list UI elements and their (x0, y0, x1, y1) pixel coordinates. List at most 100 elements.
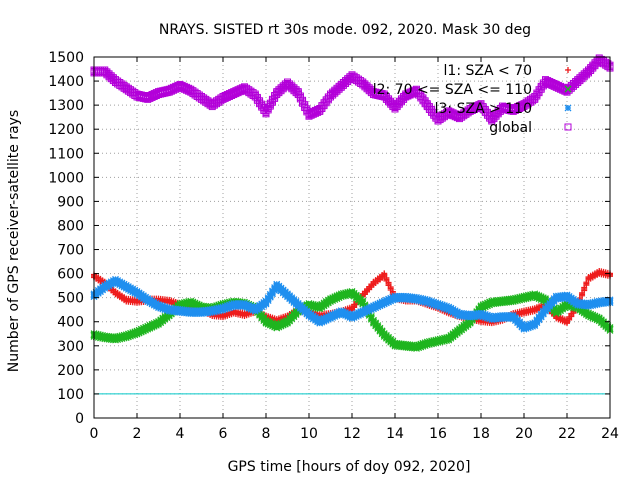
data-point-l2 (552, 308, 560, 316)
grid (94, 57, 610, 418)
data-point-l3 (133, 289, 141, 297)
y-tick-label: 1100 (48, 146, 84, 162)
data-point-l1 (112, 289, 119, 296)
data-point-l2 (477, 303, 485, 311)
data-point-global (391, 104, 399, 112)
data-point-l1 (166, 298, 173, 305)
data-point-global (423, 101, 431, 109)
data-point-l2 (262, 318, 270, 326)
data-point-global (585, 67, 592, 75)
data-point-global (284, 79, 291, 87)
data-point-l2 (359, 299, 367, 306)
data-point-global (251, 92, 259, 100)
data-point-l3 (155, 302, 162, 310)
y-tick-label: 1500 (48, 50, 84, 66)
data-point-l2 (434, 337, 442, 345)
data-point-l3 (585, 301, 592, 309)
data-point-l3 (112, 277, 119, 285)
data-point-global (542, 77, 549, 85)
x-tick-label: 18 (472, 426, 490, 442)
data-point-global (165, 87, 173, 95)
data-point-l2 (402, 342, 410, 350)
point-l1 (387, 284, 394, 291)
y-tick-label: 100 (57, 387, 84, 403)
x-tick-label: 12 (343, 426, 361, 442)
series-global (90, 54, 614, 125)
data-point-l2 (273, 323, 281, 331)
data-point-global (445, 108, 453, 116)
point-l1 (383, 274, 390, 281)
point-l2 (359, 297, 367, 305)
y-tick-label: 900 (57, 194, 84, 210)
data-point-l3 (531, 320, 539, 328)
data-point-global (101, 67, 109, 75)
x-tick-label: 6 (219, 426, 228, 442)
legend-label: l2: 70 <= SZA <= 110 (373, 82, 532, 98)
legend-marker (564, 123, 572, 131)
x-tick-label: 14 (386, 426, 404, 442)
y-tick-label: 200 (57, 363, 84, 379)
x-tick-label: 22 (558, 426, 576, 442)
data-point-l3 (337, 308, 345, 316)
data-point-global (133, 92, 141, 100)
data-point-l3 (477, 311, 485, 318)
data-point-global (273, 89, 281, 97)
data-point-l3 (348, 313, 356, 321)
data-point-global (241, 84, 248, 92)
data-point-l1 (381, 271, 388, 278)
x-tick-label: 16 (429, 426, 447, 442)
data-point-l2 (370, 318, 377, 326)
y-tick-label: 700 (57, 243, 84, 259)
data-point-l2 (499, 297, 506, 305)
data-point-l2 (144, 324, 152, 332)
x-tick-label: 20 (515, 426, 533, 442)
data-point-l2 (595, 315, 603, 323)
legend-label: l1: SZA < 70 (444, 63, 532, 79)
legend-marker (564, 85, 572, 93)
data-point-l3 (574, 300, 582, 308)
point-l1 (385, 279, 392, 286)
data-point-l2 (456, 326, 463, 334)
data-point-l3 (165, 306, 173, 314)
y-tick-label: 1200 (48, 122, 84, 138)
data-point-global (380, 92, 388, 100)
data-point-l3 (423, 297, 431, 305)
data-point-l3 (230, 301, 238, 309)
data-point-l3 (509, 313, 517, 321)
data-point-global (112, 77, 119, 85)
data-point-global (176, 82, 184, 90)
data-point-l3 (144, 296, 152, 304)
legend-marker (564, 104, 572, 112)
data-point-l3 (434, 301, 442, 309)
data-point-l1 (521, 309, 527, 316)
data-point-l2 (509, 296, 517, 304)
data-point-global (488, 116, 496, 124)
data-point-l2 (337, 291, 345, 299)
data-point-l3 (327, 313, 334, 321)
data-point-global (198, 94, 205, 102)
data-point-l3 (241, 301, 248, 309)
data-point-global (155, 89, 162, 97)
data-point-global (316, 106, 324, 114)
data-point-l2 (445, 335, 453, 343)
data-point-l2 (316, 303, 324, 311)
data-point-l2 (327, 296, 334, 304)
data-point-l3 (262, 299, 270, 306)
data-point-global (359, 79, 367, 87)
data-point-l3 (466, 312, 474, 320)
data-point-global (531, 94, 539, 102)
y-tick-label: 1300 (48, 98, 84, 114)
point-global (264, 103, 272, 111)
data-point-global (144, 94, 152, 102)
data-point-l3 (552, 294, 560, 302)
data-point-l1 (596, 269, 603, 276)
data-point-global (219, 94, 227, 102)
data-point-global (456, 113, 463, 121)
data-point-global (294, 89, 302, 97)
data-point-global (595, 55, 603, 63)
data-point-global (520, 101, 528, 109)
data-point-global (122, 84, 130, 92)
x-tick-label: 0 (90, 426, 99, 442)
